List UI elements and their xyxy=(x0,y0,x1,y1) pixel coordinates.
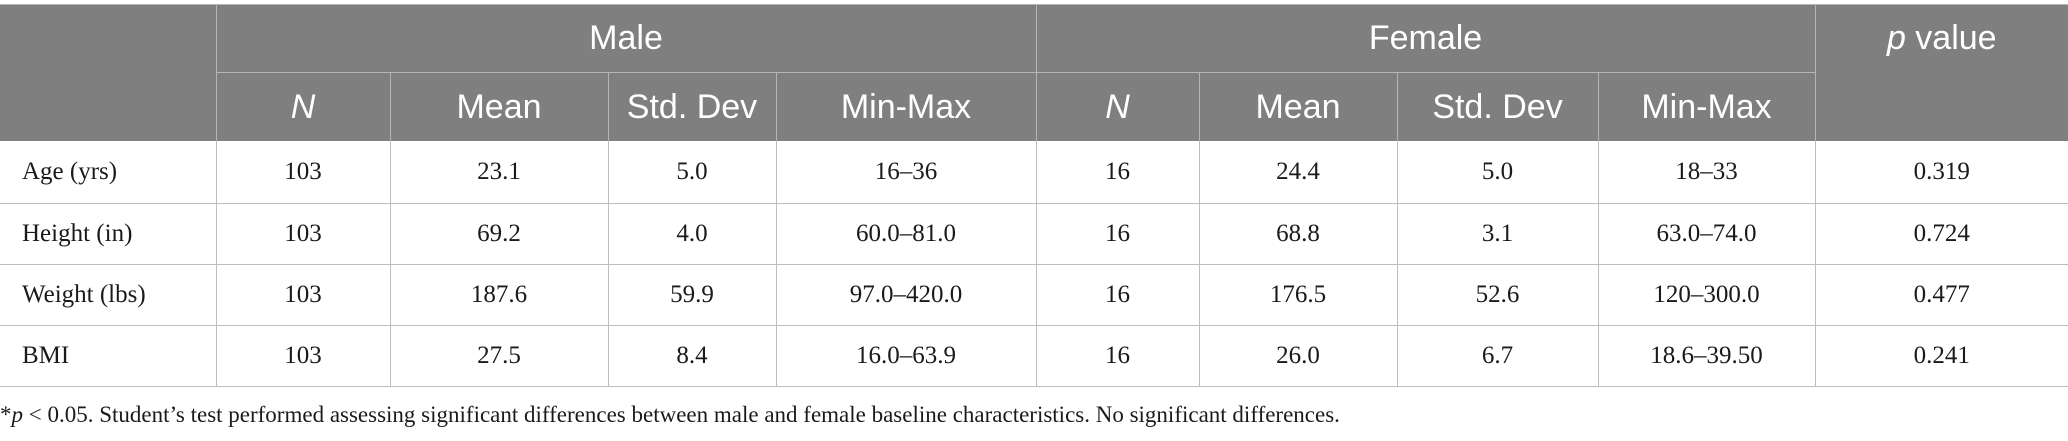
male-std-dev-header: Std. Dev xyxy=(607,72,776,141)
male-n-header: N xyxy=(215,72,390,141)
row-label: BMI xyxy=(0,325,216,387)
female-std-dev-cell: 3.1 xyxy=(1396,203,1599,265)
male-min-max-cell: 97.0–420.0 xyxy=(775,264,1037,326)
group-header-female: Female xyxy=(1035,4,1816,73)
female-min-max-cell: 63.0–74.0 xyxy=(1597,203,1816,265)
female-n-header: N xyxy=(1035,72,1200,141)
footnote-text: < 0.05. Student’s test performed assessi… xyxy=(23,402,1340,427)
male-std-dev-cell: 8.4 xyxy=(607,325,776,387)
male-std-dev-cell: 5.0 xyxy=(607,141,776,204)
row-label: Height (in) xyxy=(0,203,216,265)
row-label: Age (yrs) xyxy=(0,141,216,204)
female-n-cell: 16 xyxy=(1035,325,1200,387)
male-min-max-cell: 60.0–81.0 xyxy=(775,203,1037,265)
female-mean-cell: 26.0 xyxy=(1198,325,1398,387)
male-mean-cell: 23.1 xyxy=(389,141,608,204)
male-min-max-cell: 16–36 xyxy=(775,141,1037,204)
group-header-male: Male xyxy=(215,4,1037,73)
male-n-cell: 103 xyxy=(215,264,390,326)
male-n-cell: 103 xyxy=(215,325,390,387)
female-std-dev-cell: 5.0 xyxy=(1396,141,1599,204)
male-mean-cell: 69.2 xyxy=(389,203,608,265)
female-mean-header: Mean xyxy=(1198,72,1398,141)
female-min-max-cell: 120–300.0 xyxy=(1597,264,1816,326)
female-min-max-cell: 18–33 xyxy=(1597,141,1816,204)
p-value-header-text: value xyxy=(1905,19,1997,57)
female-mean-cell: 24.4 xyxy=(1198,141,1398,204)
female-std-dev-cell: 52.6 xyxy=(1396,264,1599,326)
p-value-cell: 0.241 xyxy=(1814,325,2068,387)
female-n-cell: 16 xyxy=(1035,203,1200,265)
male-mean-header: Mean xyxy=(389,72,608,141)
male-std-dev-cell: 4.0 xyxy=(607,203,776,265)
p-value-cell: 0.319 xyxy=(1814,141,2068,204)
table-footnote: *p < 0.05. Student’s test performed asse… xyxy=(0,402,1340,428)
p-symbol: p xyxy=(1886,19,1906,57)
male-min-max-cell: 16.0–63.9 xyxy=(775,325,1037,387)
female-min-max-header: Min-Max xyxy=(1597,72,1816,141)
female-n-cell: 16 xyxy=(1035,141,1200,204)
p-value-cell: 0.724 xyxy=(1814,203,2068,265)
table-row: Height (in) 103 69.2 4.0 60.0–81.0 16 68… xyxy=(0,203,2068,265)
corner-header-cell xyxy=(0,4,216,141)
p-value-header: p value xyxy=(1814,4,2068,141)
female-std-dev-cell: 6.7 xyxy=(1396,325,1599,387)
subheader-row: N Mean Std. Dev Min-Max N Mean Std. Dev … xyxy=(0,72,2068,141)
male-mean-cell: 27.5 xyxy=(389,325,608,387)
p-value-cell: 0.477 xyxy=(1814,264,2068,326)
male-std-dev-cell: 59.9 xyxy=(607,264,776,326)
row-label: Weight (lbs) xyxy=(0,264,216,326)
female-n-cell: 16 xyxy=(1035,264,1200,326)
female-mean-cell: 68.8 xyxy=(1198,203,1398,265)
male-mean-cell: 187.6 xyxy=(389,264,608,326)
female-min-max-cell: 18.6–39.50 xyxy=(1597,325,1816,387)
table-row: BMI 103 27.5 8.4 16.0–63.9 16 26.0 6.7 1… xyxy=(0,325,2068,387)
group-header-row: Male Female p value xyxy=(0,4,2068,141)
male-n-cell: 103 xyxy=(215,203,390,265)
male-min-max-header: Min-Max xyxy=(775,72,1037,141)
male-n-cell: 103 xyxy=(215,141,390,204)
footnote-p-symbol: p xyxy=(11,402,24,427)
footnote-asterisk: * xyxy=(0,402,12,427)
table-row: Weight (lbs) 103 187.6 59.9 97.0–420.0 1… xyxy=(0,264,2068,326)
table-row: Age (yrs) 103 23.1 5.0 16–36 16 24.4 5.0… xyxy=(0,141,2068,204)
baseline-characteristics-table: Male Female p value N Mean Std. Dev Min-… xyxy=(0,4,2068,387)
female-mean-cell: 176.5 xyxy=(1198,264,1398,326)
female-std-dev-header: Std. Dev xyxy=(1396,72,1599,141)
